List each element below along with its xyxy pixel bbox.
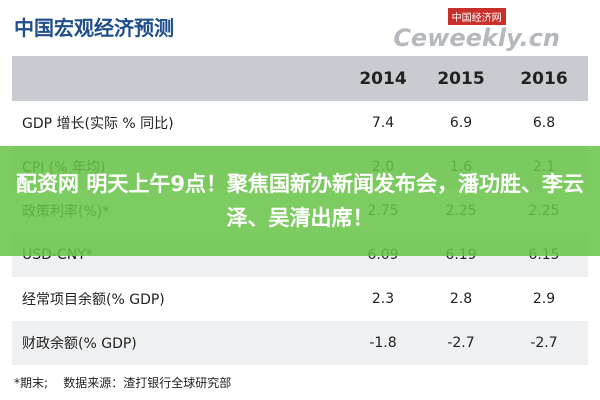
cell-value: -2.7 — [530, 335, 558, 351]
cell-value: 6.9 — [449, 115, 473, 131]
row-label: 财政余额(% GDP) — [22, 336, 137, 352]
column-header: 2015 — [437, 68, 485, 89]
table-row: 财政余额(% GDP) -1.8 -2.7 -2.7 — [12, 321, 588, 365]
table-row: GDP 增长(实际 % 同比) 7.4 6.9 6.8 — [12, 101, 588, 145]
table-row: 经常项目余额(% GDP) 2.3 2.8 2.9 — [12, 277, 588, 321]
watermark-site: Ceweekly.cn — [393, 24, 560, 52]
watermark-brand: 中国经济网 — [447, 8, 506, 25]
cell-value: 6.8 — [532, 115, 556, 131]
title: 中国宏观经济预测 — [14, 16, 174, 40]
watermark: 中国经济网 Ceweekly.cn — [393, 6, 560, 51]
banner-text[interactable]: 配资网 明天上午9点！聚焦国新办新闻发布会，潘功胜、李云泽、吴清出席！ — [16, 172, 584, 230]
header-row: 2014 2015 2016 — [12, 56, 588, 101]
cell-value: -2.7 — [447, 335, 475, 351]
column-header: 2016 — [520, 68, 568, 89]
cell-value: 2.8 — [449, 291, 473, 307]
column-header: 2014 — [359, 68, 407, 89]
cell-value: -1.8 — [369, 335, 397, 351]
banner[interactable]: 配资网 明天上午9点！聚焦国新办新闻发布会，潘功胜、李云泽、吴清出席！ — [0, 146, 600, 256]
row-label: GDP 增长(实际 % 同比) — [22, 116, 174, 132]
row-label: 经常项目余额(% GDP) — [22, 292, 165, 308]
footnote: *期末; 数据来源：渣打银行全球研究部 — [14, 376, 232, 390]
cell-value: 2.3 — [371, 291, 395, 307]
cell-value: 7.4 — [371, 115, 395, 131]
cell-value: 2.9 — [532, 291, 556, 307]
